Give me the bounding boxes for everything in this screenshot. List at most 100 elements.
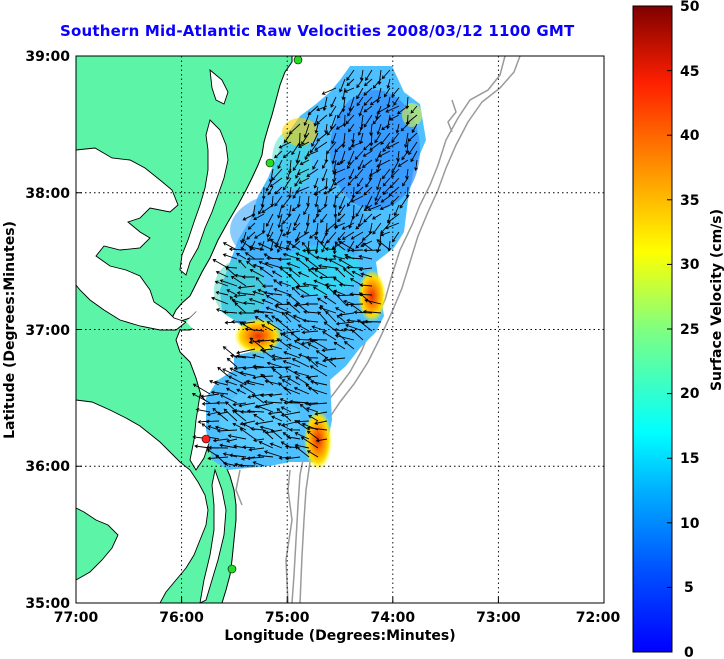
velocity-arrow xyxy=(331,132,337,145)
velocity-arrow xyxy=(232,422,247,431)
velocity-arrow xyxy=(365,195,373,209)
velocity-arrow xyxy=(269,238,283,251)
velocity-arrow xyxy=(359,69,364,82)
velocity-arrow xyxy=(295,286,310,296)
velocity-arrow xyxy=(238,259,247,269)
velocity-arrow xyxy=(375,150,382,163)
velocity-arrow xyxy=(393,204,400,217)
velocity-arrow xyxy=(326,231,337,244)
velocity-arrow xyxy=(282,359,301,368)
velocity-arrow xyxy=(314,411,328,416)
velocity-arrow xyxy=(282,432,292,440)
velocity-arrow xyxy=(322,159,328,169)
velocity-arrow xyxy=(410,150,418,163)
velocity-arrow xyxy=(363,204,373,211)
velocity-arrow xyxy=(303,123,310,139)
velocity-arrow xyxy=(249,268,265,278)
velocity-arrow xyxy=(343,341,355,350)
velocity-arrow xyxy=(354,150,364,160)
velocity-arrow xyxy=(334,242,346,251)
velocity-arrow xyxy=(282,150,292,159)
velocity-arrow xyxy=(273,288,292,296)
velocity-arrow xyxy=(211,296,229,305)
velocity-arrow xyxy=(305,407,319,413)
velocity-arrow xyxy=(307,105,319,116)
velocity-arrow xyxy=(265,213,274,227)
velocity-arrow xyxy=(214,280,229,287)
colorbar-tick-label: 45 xyxy=(680,64,699,80)
velocity-arrow xyxy=(267,411,283,416)
velocity-arrow xyxy=(360,272,373,278)
velocity-arrow xyxy=(361,159,373,168)
velocity-arrow xyxy=(372,222,382,235)
colorbar-tick-label: 20 xyxy=(680,386,700,402)
velocity-arrow xyxy=(314,195,319,208)
velocity-arrow xyxy=(357,159,364,171)
velocity-arrow xyxy=(311,325,328,332)
velocity-arrow xyxy=(212,259,229,269)
velocity-arrow xyxy=(348,168,355,180)
station-marker-duck xyxy=(201,434,211,444)
velocity-arrow xyxy=(286,435,301,440)
colorbar xyxy=(632,5,673,653)
velocity-arrow xyxy=(313,279,328,287)
velocity-arrow xyxy=(305,302,318,306)
velocity-arrow xyxy=(320,213,328,223)
velocity-arrow xyxy=(268,344,283,350)
velocity-arrow xyxy=(222,368,238,377)
velocity-arrow xyxy=(354,168,364,180)
velocity-arrow xyxy=(341,222,355,230)
x-tick-label: 75:00 xyxy=(265,610,310,626)
velocity-arrow xyxy=(300,294,319,299)
velocity-arrow xyxy=(258,441,274,449)
velocity-arrow xyxy=(217,366,229,377)
velocity-arrow xyxy=(277,422,292,431)
velocity-arrow xyxy=(345,114,355,125)
velocity-arrow xyxy=(238,402,256,408)
velocity-arrow xyxy=(381,168,391,180)
velocity-arrow xyxy=(265,177,274,192)
velocity-arrow xyxy=(346,195,355,207)
velocity-arrow xyxy=(295,376,310,386)
velocity-arrow xyxy=(386,78,391,89)
velocity-arrow xyxy=(259,267,274,278)
velocity-arrow xyxy=(309,141,319,154)
velocity-arrow xyxy=(376,239,391,251)
velocity-arrow xyxy=(338,282,355,287)
velocity-arrow xyxy=(228,375,247,386)
velocity-arrow xyxy=(334,141,346,153)
velocity-arrow xyxy=(325,310,337,323)
velocity-arrow xyxy=(363,141,373,151)
velocity-arrow xyxy=(235,253,247,260)
grid-lines xyxy=(76,56,604,603)
y-axis-label: Latitude (Degrees:Minutes) xyxy=(2,221,18,439)
velocity-arrow xyxy=(288,123,301,135)
velocity-arrow xyxy=(326,285,337,296)
velocity-arrow xyxy=(259,425,274,431)
velocity-arrow xyxy=(315,361,328,368)
velocity-arrow xyxy=(303,204,310,216)
velocity-arrow xyxy=(213,380,229,386)
velocity-arrow xyxy=(244,252,256,260)
velocity-arrow xyxy=(242,445,256,450)
x-tick-label: 73:00 xyxy=(476,610,521,626)
velocity-arrow xyxy=(258,204,265,215)
colorbar-tick-label: 5 xyxy=(684,580,694,596)
velocity-arrow xyxy=(353,310,373,315)
velocity-arrow xyxy=(363,114,373,128)
velocity-arrow xyxy=(363,105,373,113)
velocity-arrow xyxy=(321,87,337,95)
velocity-arrow xyxy=(316,132,328,142)
velocity-arrow xyxy=(381,123,391,130)
velocity-arrow xyxy=(250,426,265,431)
velocity-arrow xyxy=(214,425,229,431)
velocity-arrow xyxy=(312,213,319,224)
velocity-arrow xyxy=(379,204,391,211)
velocity-arrow xyxy=(388,114,400,121)
velocity-arrow xyxy=(310,339,328,350)
velocity-arrow xyxy=(264,314,274,323)
velocity-arrow xyxy=(350,303,364,314)
velocity-arrow xyxy=(331,150,337,165)
velocity-arrows xyxy=(191,69,418,468)
